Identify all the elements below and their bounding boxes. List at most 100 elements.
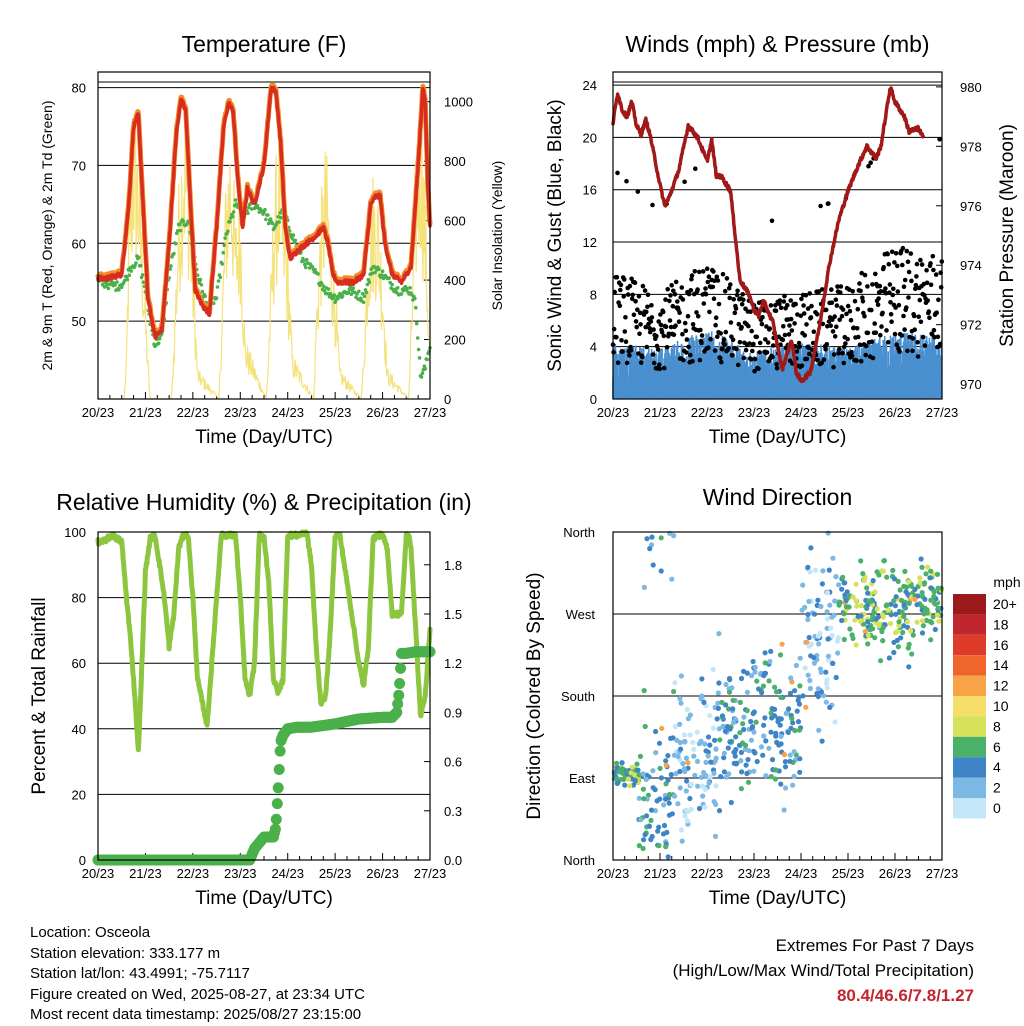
- direction-point: [778, 781, 784, 787]
- direction-point: [694, 729, 700, 735]
- gust-point: [937, 137, 942, 142]
- gust-point: [681, 357, 686, 363]
- direction-point: [868, 599, 874, 605]
- direction-point: [842, 592, 848, 598]
- direction-point: [824, 609, 830, 615]
- direction-point: [766, 678, 772, 684]
- direction-point: [797, 683, 803, 689]
- dewpoint-point: [377, 267, 381, 272]
- direction-point: [769, 757, 776, 763]
- direction-point: [702, 741, 708, 747]
- dewpoint-point: [200, 289, 205, 294]
- direction-point: [768, 648, 774, 655]
- direction-point: [818, 689, 825, 695]
- gust-point: [888, 312, 894, 317]
- dewpoint-point: [175, 229, 180, 233]
- direction-point: [629, 764, 635, 770]
- gust-point: [682, 320, 688, 326]
- gust-point: [889, 319, 894, 325]
- gust-point: [666, 331, 672, 337]
- precip-point: [395, 662, 407, 674]
- gust-point: [743, 347, 749, 353]
- direction-point: [636, 843, 642, 849]
- gust-point: [865, 330, 871, 336]
- direction-point: [691, 753, 697, 759]
- direction-point: [754, 678, 760, 684]
- dewpoint-point: [138, 263, 143, 268]
- direction-point: [738, 675, 745, 682]
- legend-swatch: [953, 614, 986, 635]
- gust-point: [854, 358, 859, 363]
- y-right-tick-label: 978: [960, 139, 982, 154]
- direction-point: [748, 718, 754, 725]
- direction-point: [928, 637, 934, 643]
- y-tick-label: 0: [590, 392, 597, 407]
- direction-point: [726, 706, 732, 712]
- gust-point: [787, 323, 792, 328]
- x-tick-label: 21/23: [129, 866, 162, 881]
- direction-point: [835, 635, 842, 641]
- gust-point: [711, 269, 716, 274]
- legend-label: 2: [993, 780, 1001, 796]
- gust-point: [680, 297, 686, 302]
- direction-point: [808, 641, 815, 647]
- extremes-box: Extremes For Past 7 Days (High/Low/Max W…: [673, 933, 974, 1008]
- direction-point: [760, 752, 766, 758]
- legend-label: 8: [993, 718, 1001, 734]
- direction-point: [824, 590, 831, 596]
- direction-point: [819, 581, 826, 587]
- y-tick-label: 8: [590, 287, 597, 302]
- gust-point: [710, 284, 716, 290]
- direction-point: [672, 680, 678, 686]
- gust-point: [661, 333, 667, 339]
- dewpoint-point: [277, 220, 282, 224]
- gust-point: [930, 253, 936, 259]
- direction-point: [843, 597, 849, 604]
- direction-point: [820, 568, 826, 574]
- direction-point: [773, 767, 779, 773]
- direction-point: [876, 572, 882, 578]
- y-right-tick-label: 400: [444, 273, 466, 288]
- direction-point: [716, 726, 722, 732]
- direction-point: [815, 633, 822, 639]
- direction-point: [827, 704, 833, 711]
- gust-point: [697, 357, 703, 363]
- panel-3: Wind Direction 20/23 21/23 22/23 23/23 24/23 2…: [524, 484, 1021, 909]
- gust-point: [801, 303, 806, 308]
- direction-point: [935, 605, 941, 611]
- y-tick-label: 100: [64, 525, 86, 540]
- dewpoint-point: [133, 264, 137, 268]
- gust-point: [835, 284, 840, 289]
- gust-point: [912, 327, 917, 333]
- gust-point: [807, 291, 813, 296]
- direction-point: [815, 686, 821, 692]
- direction-point: [920, 623, 927, 629]
- gust-point: [931, 267, 936, 273]
- gust-point: [847, 287, 852, 292]
- gust-point: [804, 322, 809, 327]
- direction-point: [616, 769, 622, 775]
- gust-point: [859, 270, 864, 276]
- direction-point: [901, 613, 907, 620]
- gust-point: [936, 297, 941, 303]
- direction-point: [893, 611, 899, 617]
- gust-point: [697, 269, 702, 275]
- direction-point: [681, 766, 687, 772]
- y-tick-label: 40: [72, 722, 86, 737]
- direction-point: [713, 783, 719, 789]
- gust-point: [840, 350, 845, 356]
- direction-point: [934, 571, 941, 578]
- x-tick-label: 23/23: [738, 866, 771, 881]
- dewpoint-point: [268, 217, 273, 221]
- gust-point: [922, 343, 928, 348]
- direction-point: [731, 719, 737, 726]
- gust-point: [823, 307, 829, 313]
- direction-point: [825, 616, 831, 622]
- direction-point: [872, 589, 878, 595]
- x-axis-label: Time (Day/UTC): [709, 427, 847, 448]
- y-tick-label: 60: [72, 656, 86, 671]
- panel-title: Temperature (F): [182, 31, 347, 57]
- gust-point: [806, 345, 811, 351]
- direction-point: [823, 669, 829, 675]
- direction-point: [748, 737, 755, 743]
